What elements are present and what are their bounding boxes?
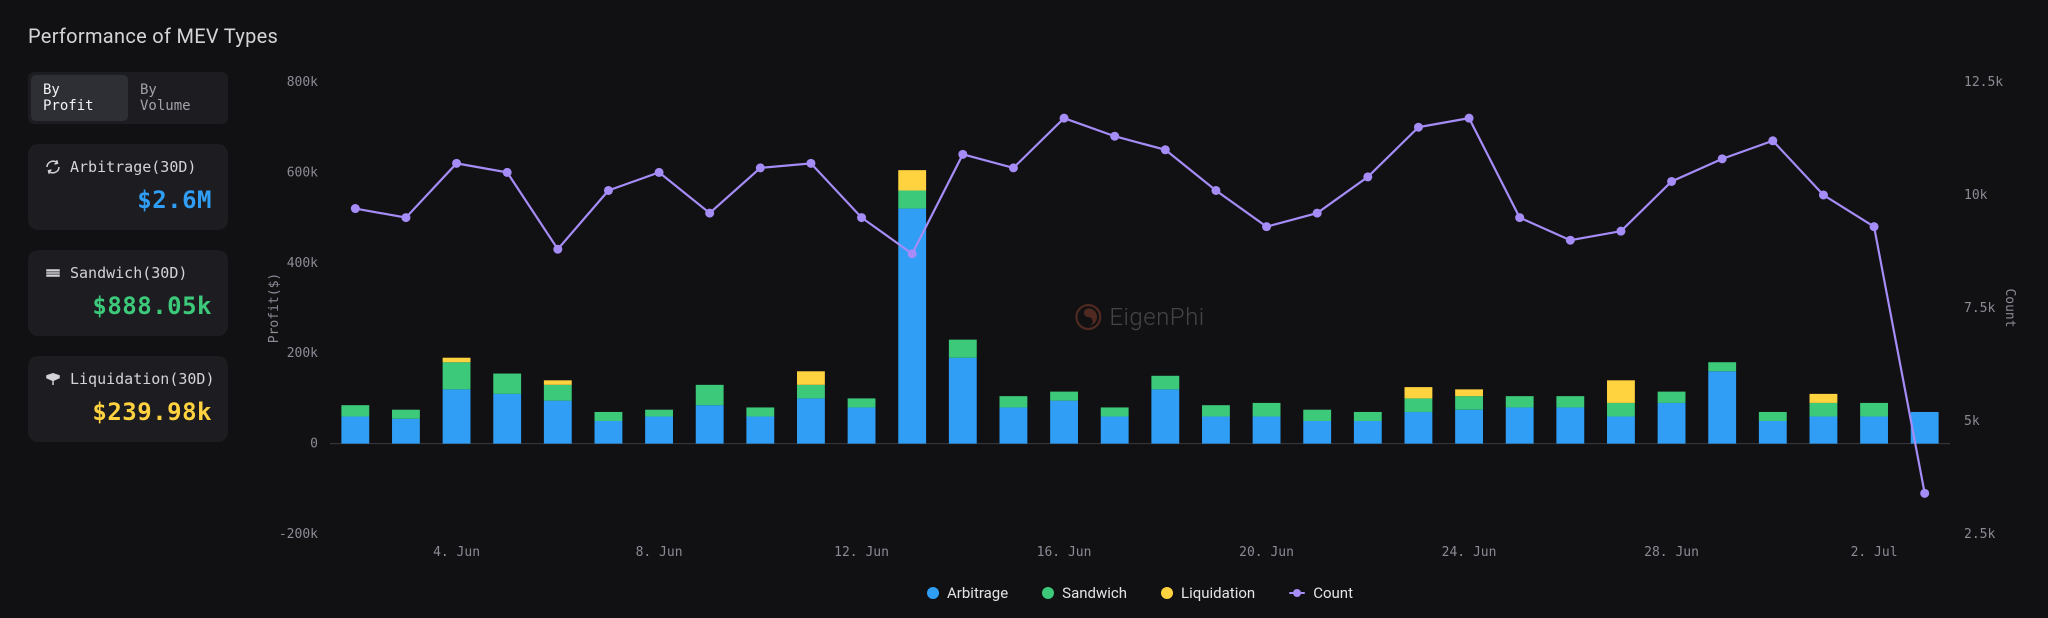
svg-text:600k: 600k [287,165,318,180]
card-sandwich-header: Sandwich(30D) [44,264,212,282]
legend-item-arbitrage[interactable]: Arbitrage [927,584,1008,602]
toggle-by-volume[interactable]: By Volume [128,75,225,121]
legend-label-arbitrage: Arbitrage [947,584,1008,602]
svg-text:0: 0 [310,437,318,452]
legend-swatch-arbitrage [927,587,939,599]
dashboard-panel: Performance of MEV Types By Profit By Vo… [0,0,2048,618]
card-liquidation-value: $239.98k [44,398,212,426]
legend-swatch-sandwich [1042,587,1054,599]
chart-container: EigenPhi -200k0200k400k600k800kProfit($)… [260,72,2020,604]
svg-text:12.5k: 12.5k [1964,75,2003,90]
svg-text:5k: 5k [1964,414,1980,429]
panel-title: Performance of MEV Types [28,24,2020,48]
svg-text:20. Jun: 20. Jun [1239,545,1294,560]
svg-text:2. Jul: 2. Jul [1851,545,1898,560]
card-sandwich[interactable]: Sandwich(30D) $888.05k [28,250,228,336]
svg-text:200k: 200k [287,346,318,361]
card-arbitrage[interactable]: Arbitrage(30D) $2.6M [28,144,228,230]
legend-swatch-count [1289,592,1305,594]
legend-item-liquidation[interactable]: Liquidation [1161,584,1255,602]
legend-swatch-liquidation [1161,587,1173,599]
card-liquidation[interactable]: Liquidation(30D) $239.98k [28,356,228,442]
svg-text:8. Jun: 8. Jun [636,545,683,560]
card-sandwich-label: Sandwich(30D) [70,264,187,282]
svg-text:4. Jun: 4. Jun [433,545,480,560]
chart-legend: Arbitrage Sandwich Liquidation Count [260,584,2020,602]
svg-text:12. Jun: 12. Jun [834,545,889,560]
svg-text:Count: Count [2002,288,2017,327]
legend-label-liquidation: Liquidation [1181,584,1255,602]
mev-chart: -200k 0 200k 400k 600k 800k Profit($) 2.5k 5k 7.5… [260,72,2020,604]
legend-item-sandwich[interactable]: Sandwich [1042,584,1127,602]
legend-label-count: Count [1313,584,1353,602]
legend-label-sandwich: Sandwich [1062,584,1127,602]
card-arbitrage-value: $2.6M [44,186,212,214]
panel-body: By Profit By Volume Arbitrage(30D) $2.6M… [28,72,2020,604]
svg-text:400k: 400k [287,256,318,271]
card-arbitrage-label: Arbitrage(30D) [70,158,196,176]
arbitrage-icon [44,158,62,176]
svg-text:24. Jun: 24. Jun [1442,545,1497,560]
left-column: By Profit By Volume Arbitrage(30D) $2.6M… [28,72,228,604]
metric-toggle-group: By Profit By Volume [28,72,228,124]
card-sandwich-value: $888.05k [44,292,212,320]
svg-text:10k: 10k [1964,188,1988,203]
svg-text:16. Jun: 16. Jun [1037,545,1092,560]
toggle-by-profit[interactable]: By Profit [31,75,128,121]
liquidation-icon [44,370,62,388]
svg-text:2.5k: 2.5k [1964,527,1995,542]
svg-text:Profit($): Profit($) [267,273,282,343]
svg-text:800k: 800k [287,75,318,90]
legend-item-count[interactable]: Count [1289,584,1353,602]
svg-text:7.5k: 7.5k [1964,301,1995,316]
card-liquidation-header: Liquidation(30D) [44,370,212,388]
svg-text:28. Jun: 28. Jun [1644,545,1699,560]
card-arbitrage-header: Arbitrage(30D) [44,158,212,176]
card-liquidation-label: Liquidation(30D) [70,370,215,388]
svg-text:-200k: -200k [279,527,318,542]
sandwich-icon [44,264,62,282]
